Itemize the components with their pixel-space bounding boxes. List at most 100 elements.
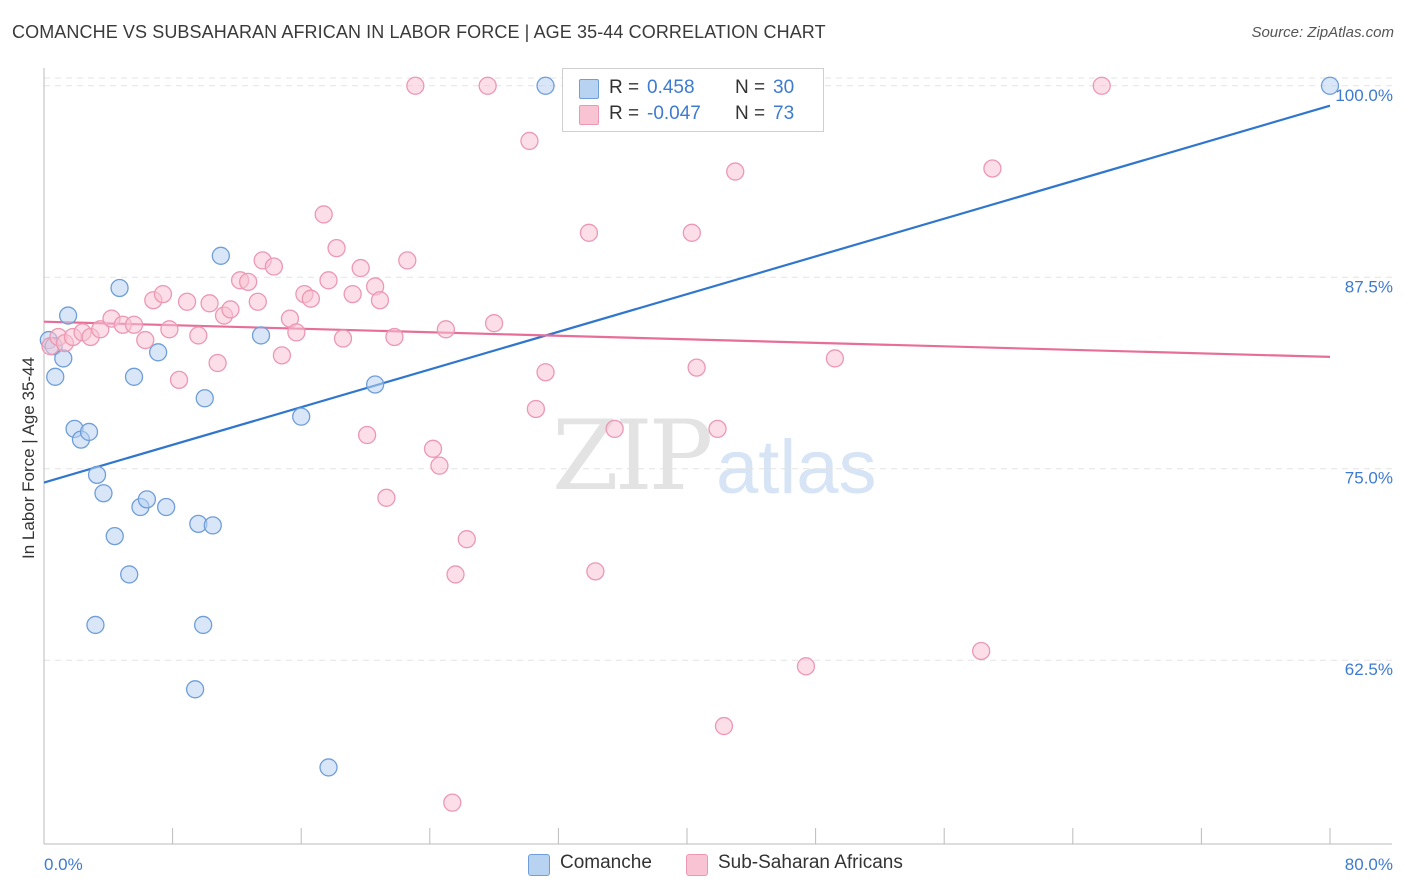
point-ssa xyxy=(1092,76,1111,95)
point-ssa xyxy=(457,530,476,549)
bottom-legend-swatch-ssa xyxy=(686,854,708,876)
legend-swatch-comanche xyxy=(579,79,599,99)
point-comanche xyxy=(105,526,124,546)
legend-n-value: 73 xyxy=(773,103,795,124)
point-ssa xyxy=(189,326,208,345)
legend-n-label: N = xyxy=(735,77,766,98)
point-ssa xyxy=(91,320,110,339)
y-tick-label: 75.0% xyxy=(1345,469,1393,488)
watermark-zip: ZIP xyxy=(552,400,713,512)
point-comanche xyxy=(124,367,144,386)
point-ssa xyxy=(153,284,173,304)
stats-legend: R = 0.458 N = 30 R = -0.047 N = 73 xyxy=(562,68,824,132)
legend-r-label: R = xyxy=(609,77,640,98)
bottom-legend-swatch-comanche xyxy=(528,854,550,876)
point-ssa xyxy=(160,320,179,339)
point-comanche xyxy=(58,306,78,325)
y-tick-label: 87.5% xyxy=(1345,277,1393,296)
point-ssa xyxy=(443,793,462,812)
bottom-legend-label-comanche: Comanche xyxy=(560,852,652,873)
legend-swatch-ssa xyxy=(579,105,599,125)
point-ssa xyxy=(526,399,546,419)
point-ssa xyxy=(357,425,377,445)
point-ssa xyxy=(436,320,456,339)
point-ssa xyxy=(605,419,624,439)
point-comanche xyxy=(86,615,105,635)
point-ssa xyxy=(484,314,504,333)
chart-title: COMANCHE VS SUBSAHARAN AFRICAN IN LABOR … xyxy=(12,22,826,42)
point-ssa xyxy=(327,239,346,258)
point-ssa xyxy=(221,300,240,319)
point-ssa xyxy=(177,292,197,311)
point-comanche xyxy=(211,246,230,265)
point-ssa xyxy=(272,346,292,365)
axes xyxy=(43,68,1392,845)
point-ssa xyxy=(579,223,599,242)
y-tick-label: 100.0% xyxy=(1335,86,1393,105)
point-comanche xyxy=(319,758,338,777)
point-comanche xyxy=(54,349,73,368)
legend-n-value: 30 xyxy=(773,77,795,98)
y-tick-label: 62.5% xyxy=(1345,660,1393,679)
point-ssa xyxy=(714,716,734,736)
point-comanche xyxy=(203,516,222,535)
point-comanche xyxy=(251,326,271,345)
point-ssa xyxy=(343,284,362,304)
point-comanche xyxy=(46,367,65,386)
grid-lines xyxy=(44,77,1392,661)
point-ssa xyxy=(136,330,155,350)
point-ssa xyxy=(423,439,443,458)
point-ssa xyxy=(248,292,267,311)
point-ssa xyxy=(301,289,320,308)
point-ssa xyxy=(351,258,370,278)
legend-r-value: -0.047 xyxy=(647,103,701,124)
point-ssa xyxy=(520,131,539,151)
point-ssa xyxy=(169,370,189,390)
point-ssa xyxy=(825,349,845,368)
point-ssa xyxy=(586,562,605,581)
point-ssa xyxy=(983,159,1002,178)
point-ssa xyxy=(377,488,396,507)
point-ssa xyxy=(319,271,338,290)
legend-r-label: R = xyxy=(609,103,640,124)
point-ssa xyxy=(708,419,727,439)
point-comanche xyxy=(195,389,214,408)
point-ssa xyxy=(796,657,816,676)
point-ssa xyxy=(726,162,745,181)
legend-n-label: N = xyxy=(735,103,766,124)
point-ssa xyxy=(333,329,353,348)
point-ssa xyxy=(370,291,390,310)
trend-line-comanche xyxy=(43,104,1331,484)
point-comanche xyxy=(292,407,311,426)
point-ssa xyxy=(478,76,497,95)
point-ssa xyxy=(200,294,219,313)
point-ssa xyxy=(398,251,417,270)
point-ssa xyxy=(239,272,258,291)
point-ssa xyxy=(682,223,701,242)
point-ssa xyxy=(446,565,465,584)
bottom-legend-label-ssa: Sub-Saharan Africans xyxy=(718,852,903,873)
point-ssa xyxy=(536,363,555,382)
point-comanche xyxy=(79,422,99,442)
point-ssa xyxy=(972,641,991,661)
point-comanche xyxy=(1320,76,1340,95)
point-ssa xyxy=(385,327,404,347)
point-comanche xyxy=(120,565,139,584)
axis-labels: 62.5% 75.0% 87.5% 100.0% 0.0% 80.0% In Labor F… xyxy=(19,86,1393,874)
point-comanche xyxy=(193,615,213,635)
point-comanche xyxy=(87,465,107,484)
point-comanche xyxy=(137,490,157,509)
point-comanche xyxy=(157,497,176,517)
legend-row-comanche: R = 0.458 N = 30 xyxy=(563,75,823,101)
point-ssa xyxy=(406,76,425,95)
legend-r-value: 0.458 xyxy=(647,77,695,98)
x-tick-label: 80.0% xyxy=(1345,855,1393,874)
y-axis-label: In Labor Force | Age 35-44 xyxy=(19,357,38,559)
point-ssa xyxy=(287,323,306,342)
point-comanche xyxy=(148,343,168,362)
point-comanche xyxy=(110,278,129,298)
point-comanche xyxy=(365,375,385,394)
x-tick-label: 0.0% xyxy=(44,855,83,874)
point-ssa xyxy=(208,353,227,373)
